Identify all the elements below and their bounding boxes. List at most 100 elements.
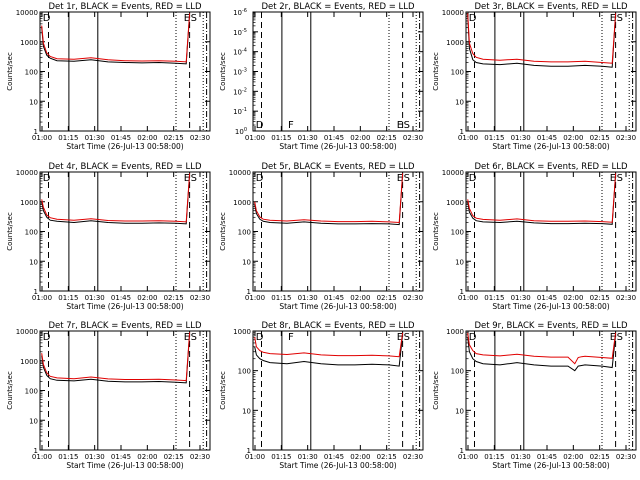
event-marker: S — [404, 120, 410, 131]
y-tick-exp: -1 — [242, 107, 247, 113]
x-tick-label: 01:00 — [32, 294, 52, 302]
x-tick-label: 02:30 — [616, 294, 636, 302]
x-tick-label: 02:00 — [563, 453, 583, 461]
event-marker: S — [191, 332, 197, 343]
y-tick-exp: 0 — [244, 127, 247, 133]
x-tick-label: 01:15 — [58, 134, 78, 142]
x-tick-label: 01:30 — [298, 134, 318, 142]
panel-title: Det 7r, BLACK = Events, RED = LLD — [48, 321, 202, 331]
x-tick-label: 02:00 — [563, 134, 583, 142]
y-tick-label: 1 — [247, 447, 251, 455]
series-events-line — [254, 334, 404, 367]
event-marker: D — [469, 173, 477, 184]
panel-title: Det 6r, BLACK = Events, RED = LLD — [474, 162, 628, 172]
plot-frame — [252, 330, 424, 451]
plot-frame — [39, 330, 211, 451]
x-axis-label: Start Time (26-Jul-13 00:58:00) — [492, 302, 609, 311]
y-tick-label: 10-5 — [233, 28, 247, 37]
y-tick-label: 10 — [455, 258, 464, 266]
y-axis-label: Counts/sec — [432, 52, 440, 91]
y-tick-label: 10000 — [229, 169, 251, 177]
x-tick-label: 02:15 — [590, 134, 610, 142]
x-tick-label: 01:45 — [324, 294, 344, 302]
x-tick-label: 01:30 — [511, 134, 531, 142]
panel-title: Det 3r, BLACK = Events, RED = LLD — [474, 2, 628, 12]
y-tick-label: 10 — [29, 417, 38, 425]
x-tick-label: 02:00 — [350, 294, 370, 302]
panel-title: Det 4r, BLACK = Events, RED = LLD — [48, 162, 202, 172]
x-tick-label: 01:45 — [111, 294, 131, 302]
event-marker: D — [256, 120, 264, 131]
series-events-line — [41, 174, 191, 225]
panel-det-4: Det 4r, BLACK = Events, RED = LLD 1 10 100 1… — [6, 162, 211, 311]
y-tick-label: 10000 — [16, 169, 38, 177]
x-tick-label: 02:30 — [616, 134, 636, 142]
panel-det-3: Det 3r, BLACK = Events, RED = LLD 1 10 100 1… — [432, 2, 637, 151]
y-tick-label: 1000 — [20, 358, 38, 366]
y-tick-label: 10 — [29, 98, 38, 106]
x-tick-label: 01:45 — [537, 294, 557, 302]
x-tick-label: 02:15 — [164, 294, 184, 302]
y-axis-label: Counts/sec — [219, 212, 227, 251]
x-tick-label: 02:30 — [190, 134, 210, 142]
event-marker: F — [288, 120, 294, 131]
panel-title: Det 5r, BLACK = Events, RED = LLD — [261, 162, 415, 172]
event-marker: E — [397, 332, 403, 343]
x-axis-label: Start Time (26-Jul-13 00:58:00) — [279, 461, 396, 470]
y-tick-label: 1 — [247, 288, 251, 296]
x-tick-label: 02:30 — [190, 294, 210, 302]
series-lld-line — [41, 332, 191, 382]
event-marker: S — [617, 13, 623, 24]
series-events-line — [41, 333, 191, 384]
event-marker: D — [469, 332, 477, 343]
x-tick-label: 02:15 — [377, 294, 397, 302]
x-tick-label: 01:00 — [245, 294, 265, 302]
y-tick-label: 10-4 — [233, 48, 247, 57]
event-marker: S — [404, 173, 410, 184]
y-tick-label: 10 — [242, 258, 251, 266]
panel-title: Det 8r, BLACK = Events, RED = LLD — [261, 321, 415, 331]
x-tick-label: 01:30 — [298, 453, 318, 461]
series-lld-line — [467, 332, 617, 365]
event-marker: D — [43, 332, 51, 343]
panel-title: Det 2r, BLACK = Events, RED = LLD — [261, 2, 415, 12]
x-tick-label: 01:00 — [458, 134, 478, 142]
x-tick-label: 01:15 — [484, 294, 504, 302]
y-tick-exp: -2 — [242, 87, 247, 93]
x-tick-label: 02:30 — [403, 134, 423, 142]
series-events-line — [467, 14, 617, 68]
y-tick-label: 10000 — [442, 169, 464, 177]
x-tick-label: 01:15 — [271, 134, 291, 142]
y-tick-label: 100 — [451, 69, 464, 77]
y-tick-label: 1000 — [233, 328, 251, 336]
event-marker: E — [184, 13, 190, 24]
y-tick-label: 100 — [238, 368, 251, 376]
series-events-line — [254, 174, 404, 226]
x-tick-label: 02:15 — [164, 134, 184, 142]
y-tick-label: 100 — [25, 229, 38, 237]
x-tick-label: 01:45 — [324, 134, 344, 142]
x-tick-label: 01:15 — [484, 453, 504, 461]
y-tick-label: 1000 — [20, 199, 38, 207]
event-marker: E — [184, 332, 190, 343]
event-marker: S — [191, 173, 197, 184]
y-tick-label: 100 — [25, 69, 38, 77]
y-tick-label: 10 — [29, 258, 38, 266]
y-tick-label: 100 — [451, 229, 464, 237]
event-marker: E — [397, 120, 403, 131]
y-axis-label: Counts/sec — [6, 371, 14, 410]
panel-det-2: Det 2r, BLACK = Events, RED = LLD 100 10-1… — [219, 2, 424, 151]
y-tick-label: 1000 — [446, 199, 464, 207]
y-tick-label: 10-6 — [233, 8, 247, 17]
x-axis-label: Start Time (26-Jul-13 00:58:00) — [66, 461, 183, 470]
panel-det-5: Det 5r, BLACK = Events, RED = LLD 1 10 100 1… — [219, 162, 424, 311]
x-axis-label: Start Time (26-Jul-13 00:58:00) — [492, 142, 609, 151]
y-tick-label: 1000 — [233, 199, 251, 207]
y-tick-label: 1000 — [446, 39, 464, 47]
panel-det-7: Det 7r, BLACK = Events, RED = LLD 1 10 100 1… — [6, 321, 211, 470]
x-tick-label: 01:45 — [324, 453, 344, 461]
y-tick-label: 1000 — [20, 39, 38, 47]
y-tick-label: 1 — [460, 447, 464, 455]
y-axis-label: Counts/sec — [219, 371, 227, 410]
